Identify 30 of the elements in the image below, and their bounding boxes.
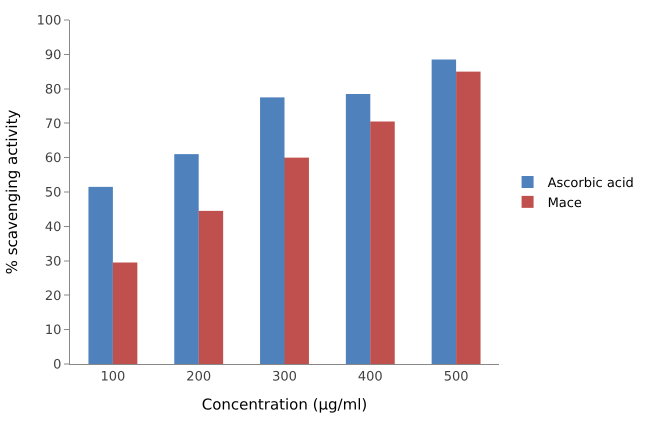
x-axis-title: Concentration (µg/ml) xyxy=(202,396,368,414)
y-axis-title: % scavenging activity xyxy=(2,110,21,274)
y-tick-label: 50 xyxy=(44,186,62,201)
x-tick-label: 200 xyxy=(186,370,212,385)
x-tick-label: 100 xyxy=(100,370,126,385)
x-tick-label: 400 xyxy=(358,370,383,385)
y-tick-label: 10 xyxy=(44,323,62,338)
y-tick-label: 90 xyxy=(44,48,62,63)
legend-label: Ascorbic acid xyxy=(548,176,634,192)
legend-label: Mace xyxy=(548,196,582,211)
y-tick-label: 20 xyxy=(44,288,62,304)
bar xyxy=(88,186,113,364)
bar xyxy=(432,60,456,364)
bar xyxy=(284,158,309,364)
bar xyxy=(346,94,370,364)
y-tick-label: 100 xyxy=(36,14,62,29)
x-tick-label: 500 xyxy=(444,370,469,385)
x-tick-label: 300 xyxy=(272,370,297,385)
bar xyxy=(198,210,224,364)
y-tick-label: 80 xyxy=(44,82,62,98)
y-tick-label: 70 xyxy=(44,116,62,132)
bar xyxy=(112,262,138,364)
bar xyxy=(174,154,199,364)
bar xyxy=(456,72,481,364)
y-tick-label: 40 xyxy=(44,220,62,235)
bar xyxy=(370,121,395,364)
y-tick-label: 0 xyxy=(53,358,62,373)
y-tick-label: 30 xyxy=(44,254,62,270)
bar xyxy=(260,97,284,364)
y-tick-label: 60 xyxy=(44,151,62,166)
